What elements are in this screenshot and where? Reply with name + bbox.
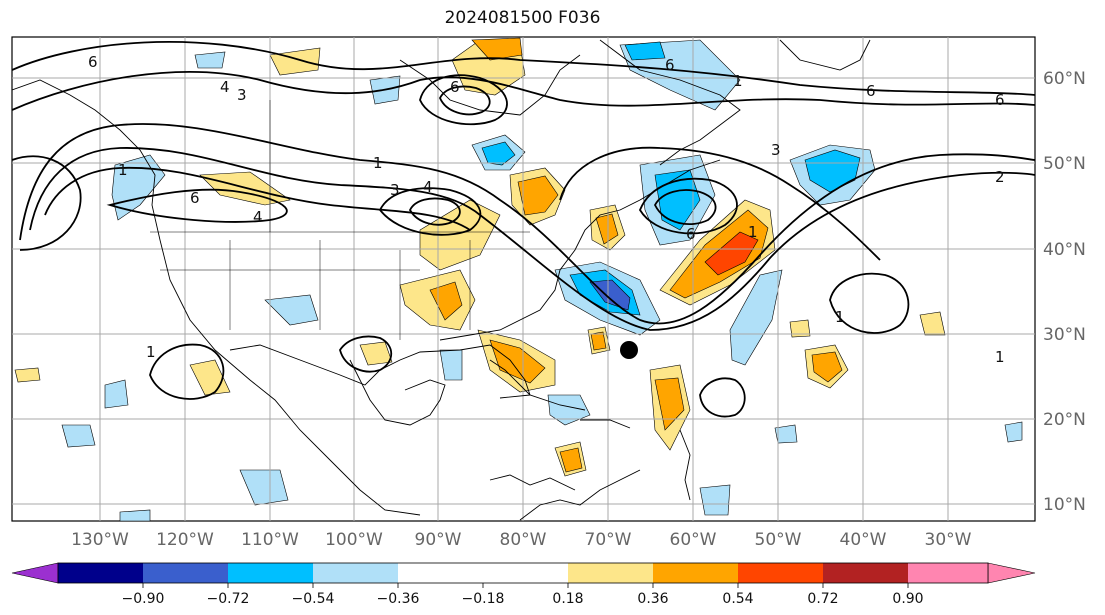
colorbar-tick-label: −0.54 [292, 591, 335, 607]
anomaly-blob [774, 424, 798, 444]
colorbar-segment [653, 563, 738, 583]
lon-label: 40°W [840, 530, 887, 550]
colorbar-segment [143, 563, 228, 583]
colorbar-segment [987, 562, 1036, 584]
contour-label: 6 [450, 78, 460, 96]
colorbar-segment [313, 563, 398, 583]
anomaly-blob [239, 469, 289, 506]
contour-label: 1 [373, 154, 383, 172]
contour-label: 3 [771, 141, 781, 159]
anomaly-blob [699, 484, 731, 516]
anomaly-blob [104, 379, 129, 409]
colorbar: −0.90 −0.72 −0.54 −0.36 −0.18 0.18 0.36 … [11, 562, 1036, 607]
colorbar-tick-label: 0.18 [552, 591, 583, 607]
lon-label: 80°W [500, 530, 547, 550]
contour-label: 4 [220, 78, 230, 96]
colorbar-tick-label: −0.90 [122, 591, 165, 607]
colorbar-segment [58, 563, 143, 583]
colorbar-ticks [142, 583, 909, 588]
colorbar-segment [11, 562, 59, 584]
lat-label: 50°N [1043, 154, 1086, 174]
storm-center-marker [620, 341, 638, 359]
anomaly-blob [559, 447, 583, 473]
lon-label: 120°W [156, 530, 214, 550]
contour-labels: 6 4 3 1 6 4 1 6 4 3 6 6 1 3 6 1 1 1 2 6 … [88, 53, 1005, 366]
colorbar-segment [908, 563, 988, 583]
colorbar-segment [738, 563, 823, 583]
anomaly-blob [789, 319, 811, 338]
lon-label: 90°W [415, 530, 462, 550]
colorbar-segment [823, 563, 908, 583]
lon-label: 60°W [670, 530, 717, 550]
latitude-labels: 60°N 50°N 40°N 30°N 20°N 10°N [1043, 69, 1086, 515]
lon-label: 110°W [241, 530, 299, 550]
contour-label: 1 [733, 72, 743, 90]
anomaly-blob [359, 341, 393, 366]
contour-label: 1 [835, 308, 845, 326]
anomaly-blob [1004, 421, 1023, 443]
map-title: 2024081500 F036 [444, 8, 601, 28]
contour-label: 1 [118, 161, 128, 179]
anomaly-blob [811, 351, 843, 383]
contour-label: 3 [237, 86, 247, 104]
colorbar-tick-label: −0.36 [377, 591, 420, 607]
colorbar-tick-label: 0.36 [637, 591, 668, 607]
colorbar-tick-label: 0.72 [807, 591, 838, 607]
colorbar-tick-label: 0.90 [892, 591, 923, 607]
anomaly-blob [804, 149, 861, 193]
anomaly-blob [704, 231, 759, 276]
contour-label: 1 [995, 348, 1005, 366]
lon-label: 100°W [325, 530, 383, 550]
contour-label: 6 [686, 225, 696, 243]
anomaly-blob [547, 394, 591, 426]
anomaly-blob [729, 269, 783, 366]
contour-label: 6 [995, 91, 1005, 109]
anomaly-blob [481, 141, 516, 166]
contour-label: 2 [995, 168, 1005, 186]
contour-label: 1 [748, 223, 758, 241]
colorbar-tick-label: −0.72 [207, 591, 250, 607]
anomaly-blob [194, 51, 226, 69]
anomaly-shading [14, 37, 1023, 521]
lat-label: 30°N [1043, 325, 1086, 345]
anomaly-blob [14, 367, 41, 383]
anomaly-blob [489, 339, 546, 384]
contour-label: 1 [146, 343, 156, 361]
anomaly-blob [471, 37, 523, 61]
anomaly-blob [590, 331, 607, 351]
contour-label: 3 [390, 181, 400, 199]
lon-label: 130°W [71, 530, 129, 550]
anomaly-blob [61, 424, 96, 448]
anomaly-blob [119, 509, 151, 521]
contour-label: 6 [88, 53, 98, 71]
colorbar-segment [228, 563, 313, 583]
colorbar-segment [568, 563, 653, 583]
height-contours [12, 41, 1035, 418]
anomaly-blob [654, 377, 685, 431]
longitude-labels: 130°W 120°W 110°W 100°W 90°W 80°W 70°W 6… [71, 530, 972, 550]
colorbar-tick-label: −0.18 [462, 591, 505, 607]
lon-label: 30°W [925, 530, 972, 550]
contour-label: 6 [866, 82, 876, 100]
contour-label: 6 [665, 56, 675, 74]
anomaly-blob [517, 175, 559, 216]
anomaly-blob [595, 213, 619, 245]
lat-label: 40°N [1043, 240, 1086, 260]
contour-label: 4 [253, 208, 263, 226]
contour-label: 6 [190, 189, 200, 207]
lat-label: 10°N [1043, 495, 1086, 515]
lat-label: 20°N [1043, 410, 1086, 430]
colorbar-tick-label: 0.54 [722, 591, 753, 607]
colorbar-outline [57, 562, 989, 584]
anomaly-blob [624, 41, 666, 61]
anomaly-blob [919, 311, 946, 336]
lon-label: 70°W [585, 530, 632, 550]
colorbar-segment [398, 563, 568, 583]
contour-label: 4 [423, 178, 433, 196]
lat-label: 60°N [1043, 69, 1086, 89]
anomaly-blob [264, 294, 319, 326]
lon-label: 50°W [755, 530, 802, 550]
anomaly-blob [111, 154, 166, 221]
